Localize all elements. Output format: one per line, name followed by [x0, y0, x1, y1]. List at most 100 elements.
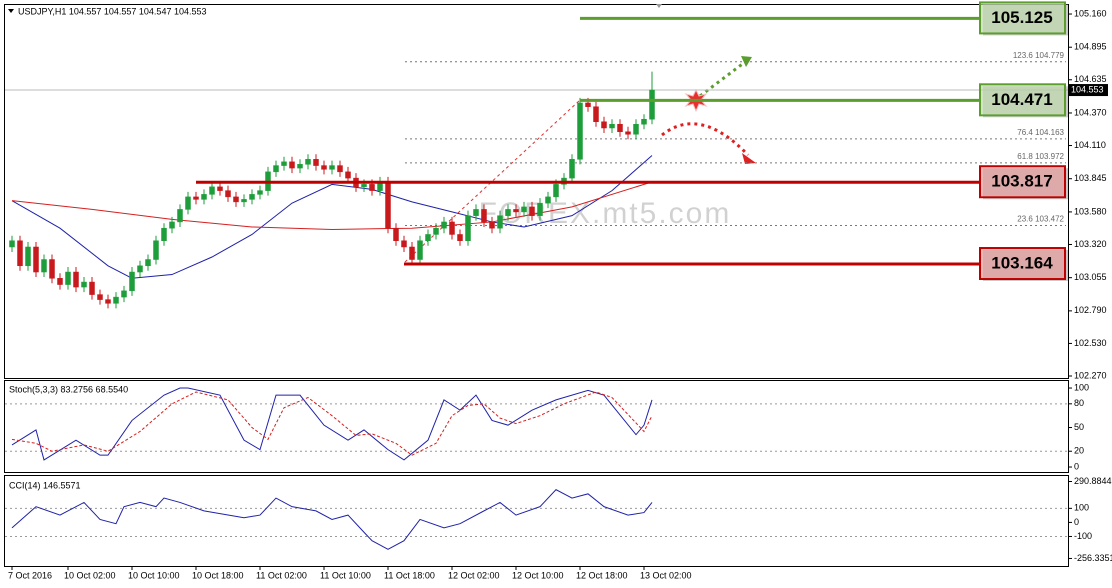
fib-label: 23.6 103.472 [1017, 215, 1064, 224]
candle-body [425, 234, 431, 241]
candle-body [593, 106, 599, 122]
candle-body [641, 118, 647, 125]
candle-body [89, 281, 95, 295]
stoch-title: Stoch(5,3,3) 83.2756 68.5540 [9, 384, 128, 394]
candle-body [281, 161, 287, 166]
candle-body [537, 202, 543, 216]
level-label: 105.125 [991, 8, 1052, 27]
candle-body [169, 221, 175, 229]
candle-body [601, 121, 607, 129]
candle-body [505, 209, 511, 216]
watermark: FOREX.mt5.com [479, 197, 732, 230]
candle-body [153, 240, 159, 260]
candle-body [313, 159, 319, 166]
candle-body [577, 102, 583, 160]
x-tick-label: 7 Oct 2016 [8, 570, 52, 580]
main-panel [4, 4, 1069, 379]
y-tick-label: 0 [1074, 517, 1079, 527]
y-tick-label: 104.895 [1074, 42, 1107, 52]
y-tick-label: -256.3351 [1074, 553, 1112, 563]
fib-label: 76.4 104.163 [1017, 128, 1064, 137]
candle-body [433, 227, 439, 235]
level-box-tint [981, 85, 1064, 115]
y-tick-label: 102.270 [1074, 370, 1107, 380]
candle-body [33, 246, 39, 273]
candle-body [401, 240, 407, 248]
fib-label: 61.8 103.972 [1017, 152, 1064, 161]
candle-body [273, 165, 279, 173]
down-arrow [661, 122, 750, 157]
candle-body [465, 215, 471, 241]
x-tick-label: 11 Oct 02:00 [256, 570, 307, 580]
candle-body [177, 209, 183, 223]
y-tick-label: -100 [1074, 531, 1092, 541]
candle-body [473, 209, 479, 216]
candle-body [585, 102, 591, 107]
candle-body [337, 165, 343, 173]
candle-body [41, 259, 47, 273]
y-tick-label: 103.845 [1074, 173, 1107, 183]
candle-body [97, 294, 103, 300]
candle-body [209, 186, 215, 195]
y-tick-label: 20 [1074, 446, 1084, 456]
x-tick-label: 11 Oct 18:00 [384, 570, 435, 580]
level-box-tint [981, 3, 1064, 33]
level-box-tint [981, 249, 1064, 279]
stoch-panel [4, 380, 1069, 473]
candle-body [121, 290, 127, 298]
y-tick-label: 104.370 [1074, 107, 1107, 117]
candle-body [225, 190, 231, 198]
down-arrow-head [742, 153, 756, 164]
candle-body [257, 190, 263, 195]
candle-body [73, 271, 79, 288]
level-box-fill [981, 167, 1064, 197]
fib-trend-line [404, 99, 581, 263]
x-tick-label: 12 Oct 10:00 [512, 570, 564, 580]
x-tick-label: 12 Oct 02:00 [448, 570, 500, 580]
level-box-fill [981, 249, 1064, 279]
candle-body [289, 161, 295, 169]
candle-body [321, 165, 327, 170]
y-tick-label: 100 [1074, 503, 1089, 513]
x-tick-label: 13 Oct 02:00 [640, 570, 692, 580]
candle-body [369, 184, 375, 191]
dropdown-icon [8, 9, 14, 13]
candle-body [625, 131, 631, 135]
cci-panel [4, 475, 1069, 567]
y-tick-label: 103.320 [1074, 239, 1107, 249]
candle-body [497, 215, 503, 229]
candle-body [457, 234, 463, 241]
candle-body [137, 265, 143, 273]
x-tick-label: 10 Oct 18:00 [192, 570, 244, 580]
candle-body [385, 181, 391, 229]
candle-body [393, 227, 399, 241]
candle-body [233, 196, 239, 203]
candle-body [241, 199, 247, 203]
candle-body [633, 123, 639, 135]
y-tick-label: 102.530 [1074, 338, 1107, 348]
candle-body [441, 221, 447, 229]
moving-average [11, 181, 653, 230]
candle-body [113, 296, 119, 304]
candle-body [297, 164, 303, 169]
candle-body [417, 240, 423, 260]
level-box-fill [981, 85, 1064, 115]
candle-body [569, 159, 575, 179]
candle-body [49, 259, 55, 279]
indicator-line [11, 489, 653, 550]
y-tick-label: 104.635 [1074, 74, 1107, 84]
x-tick-label: 10 Oct 02:00 [64, 570, 116, 580]
current-price-label: 104.553 [1071, 84, 1104, 94]
chart-title: USDJPY,H1 104.557 104.557 104.547 104.55… [18, 6, 207, 16]
candle-body [105, 299, 111, 304]
x-tick-label: 10 Oct 10:00 [128, 570, 180, 580]
y-tick-label: 0 [1074, 461, 1079, 471]
candle-body [329, 165, 335, 170]
candle-body [409, 246, 415, 260]
candle-body [81, 281, 87, 288]
current-price-tag [1068, 84, 1108, 97]
level-box-fill [981, 3, 1064, 33]
candle-body [489, 221, 495, 229]
